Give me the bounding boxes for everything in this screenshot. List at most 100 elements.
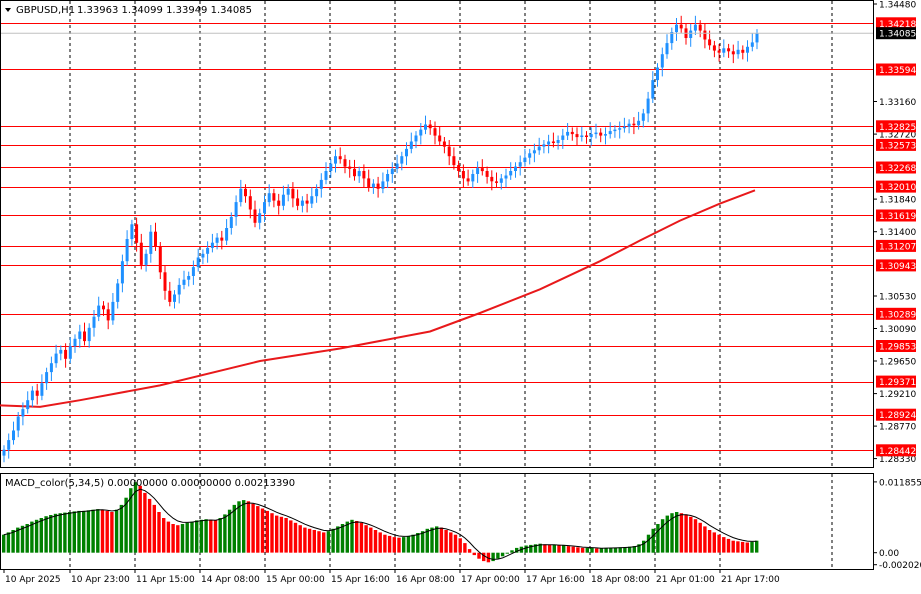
candle-body[interactable]: [16, 416, 20, 431]
candle-body[interactable]: [755, 33, 759, 43]
candle-body[interactable]: [310, 196, 314, 204]
candle-body[interactable]: [362, 171, 366, 179]
candle-body[interactable]: [324, 171, 328, 180]
level-price-badge[interactable]: [876, 63, 916, 76]
candle-body[interactable]: [646, 98, 650, 114]
candle-body[interactable]: [627, 123, 631, 127]
candle-body[interactable]: [286, 188, 290, 195]
candle-body[interactable]: [746, 46, 749, 53]
level-price-badge[interactable]: [876, 444, 916, 457]
level-price-badge[interactable]: [876, 375, 916, 388]
candle-body[interactable]: [480, 168, 484, 172]
candle-body[interactable]: [547, 141, 551, 145]
level-price-badge[interactable]: [876, 408, 916, 421]
candle-body[interactable]: [495, 181, 498, 183]
candle-body[interactable]: [424, 124, 427, 130]
candle-body[interactable]: [703, 30, 707, 40]
candle-body[interactable]: [87, 327, 91, 342]
candle-body[interactable]: [580, 135, 584, 138]
candle-body[interactable]: [442, 141, 446, 147]
candle-body[interactable]: [248, 196, 252, 210]
candle-body[interactable]: [234, 202, 238, 217]
candle-body[interactable]: [561, 135, 565, 140]
candle-body[interactable]: [594, 132, 598, 135]
candle-body[interactable]: [353, 168, 356, 177]
candle-body[interactable]: [414, 135, 418, 142]
candle-body[interactable]: [395, 163, 399, 169]
candle-body[interactable]: [675, 24, 678, 33]
level-price-badge[interactable]: [876, 138, 916, 151]
candle-body[interactable]: [334, 156, 337, 164]
candle-body[interactable]: [225, 228, 229, 241]
candle-body[interactable]: [632, 123, 636, 126]
candle-body[interactable]: [750, 42, 754, 47]
candle-body[interactable]: [618, 128, 622, 130]
candle-body[interactable]: [665, 43, 669, 55]
candle-body[interactable]: [722, 48, 726, 53]
candle-body[interactable]: [244, 188, 247, 197]
candle-body[interactable]: [381, 181, 385, 189]
candle-body[interactable]: [135, 224, 139, 243]
candle-body[interactable]: [258, 213, 262, 223]
candle-body[interactable]: [130, 224, 134, 240]
candle-body[interactable]: [604, 134, 607, 136]
candle-body[interactable]: [613, 129, 617, 132]
candle-body[interactable]: [277, 200, 281, 206]
candle-body[interactable]: [466, 178, 470, 182]
candle-body[interactable]: [215, 237, 219, 243]
candle-body[interactable]: [641, 113, 645, 121]
candle-body[interactable]: [102, 305, 105, 310]
candle-body[interactable]: [168, 290, 172, 302]
candle-body[interactable]: [263, 202, 266, 214]
candle-body[interactable]: [30, 390, 34, 401]
candle-body[interactable]: [220, 237, 224, 241]
candle-body[interactable]: [191, 267, 195, 276]
level-price-badge[interactable]: [876, 259, 916, 272]
candle-body[interactable]: [731, 51, 735, 55]
candle-body[interactable]: [570, 131, 574, 135]
candle-body[interactable]: [177, 284, 181, 295]
candle-body[interactable]: [556, 140, 560, 143]
candle-body[interactable]: [419, 129, 423, 136]
candle-body[interactable]: [405, 148, 408, 157]
candle-body[interactable]: [40, 383, 44, 396]
candle-body[interactable]: [433, 128, 437, 136]
candle-body[interactable]: [210, 242, 214, 248]
candle-body[interactable]: [390, 168, 394, 174]
candle-body[interactable]: [196, 257, 200, 268]
candle-body[interactable]: [7, 440, 11, 450]
candle-body[interactable]: [376, 183, 380, 189]
candle-body[interactable]: [452, 156, 456, 166]
candle-body[interactable]: [97, 305, 101, 317]
candle-body[interactable]: [111, 301, 115, 321]
candle-body[interactable]: [693, 24, 697, 31]
candle-body[interactable]: [670, 32, 674, 44]
candle-body[interactable]: [717, 50, 721, 53]
candle-body[interactable]: [125, 239, 129, 262]
candle-body[interactable]: [637, 120, 641, 126]
candle-body[interactable]: [656, 67, 659, 81]
candle-body[interactable]: [679, 24, 683, 29]
candle-body[interactable]: [64, 349, 68, 359]
candle-body[interactable]: [329, 163, 333, 171]
candles[interactable]: [1, 15, 873, 463]
candle-body[interactable]: [712, 45, 716, 51]
candle-body[interactable]: [485, 171, 489, 177]
candle-body[interactable]: [73, 338, 77, 347]
candle-body[interactable]: [537, 146, 541, 151]
candle-body[interactable]: [461, 171, 465, 179]
candle-body[interactable]: [144, 253, 148, 265]
level-price-badge[interactable]: [876, 180, 916, 193]
candle-body[interactable]: [106, 309, 110, 321]
candle-body[interactable]: [371, 183, 375, 188]
candle-body[interactable]: [158, 246, 162, 273]
level-price-badge[interactable]: [876, 161, 916, 174]
candle-body[interactable]: [343, 159, 347, 167]
candle-body[interactable]: [589, 134, 593, 138]
candle-body[interactable]: [736, 49, 740, 55]
candle-body[interactable]: [173, 294, 176, 302]
candle-body[interactable]: [116, 283, 120, 302]
candle-body[interactable]: [12, 430, 15, 441]
